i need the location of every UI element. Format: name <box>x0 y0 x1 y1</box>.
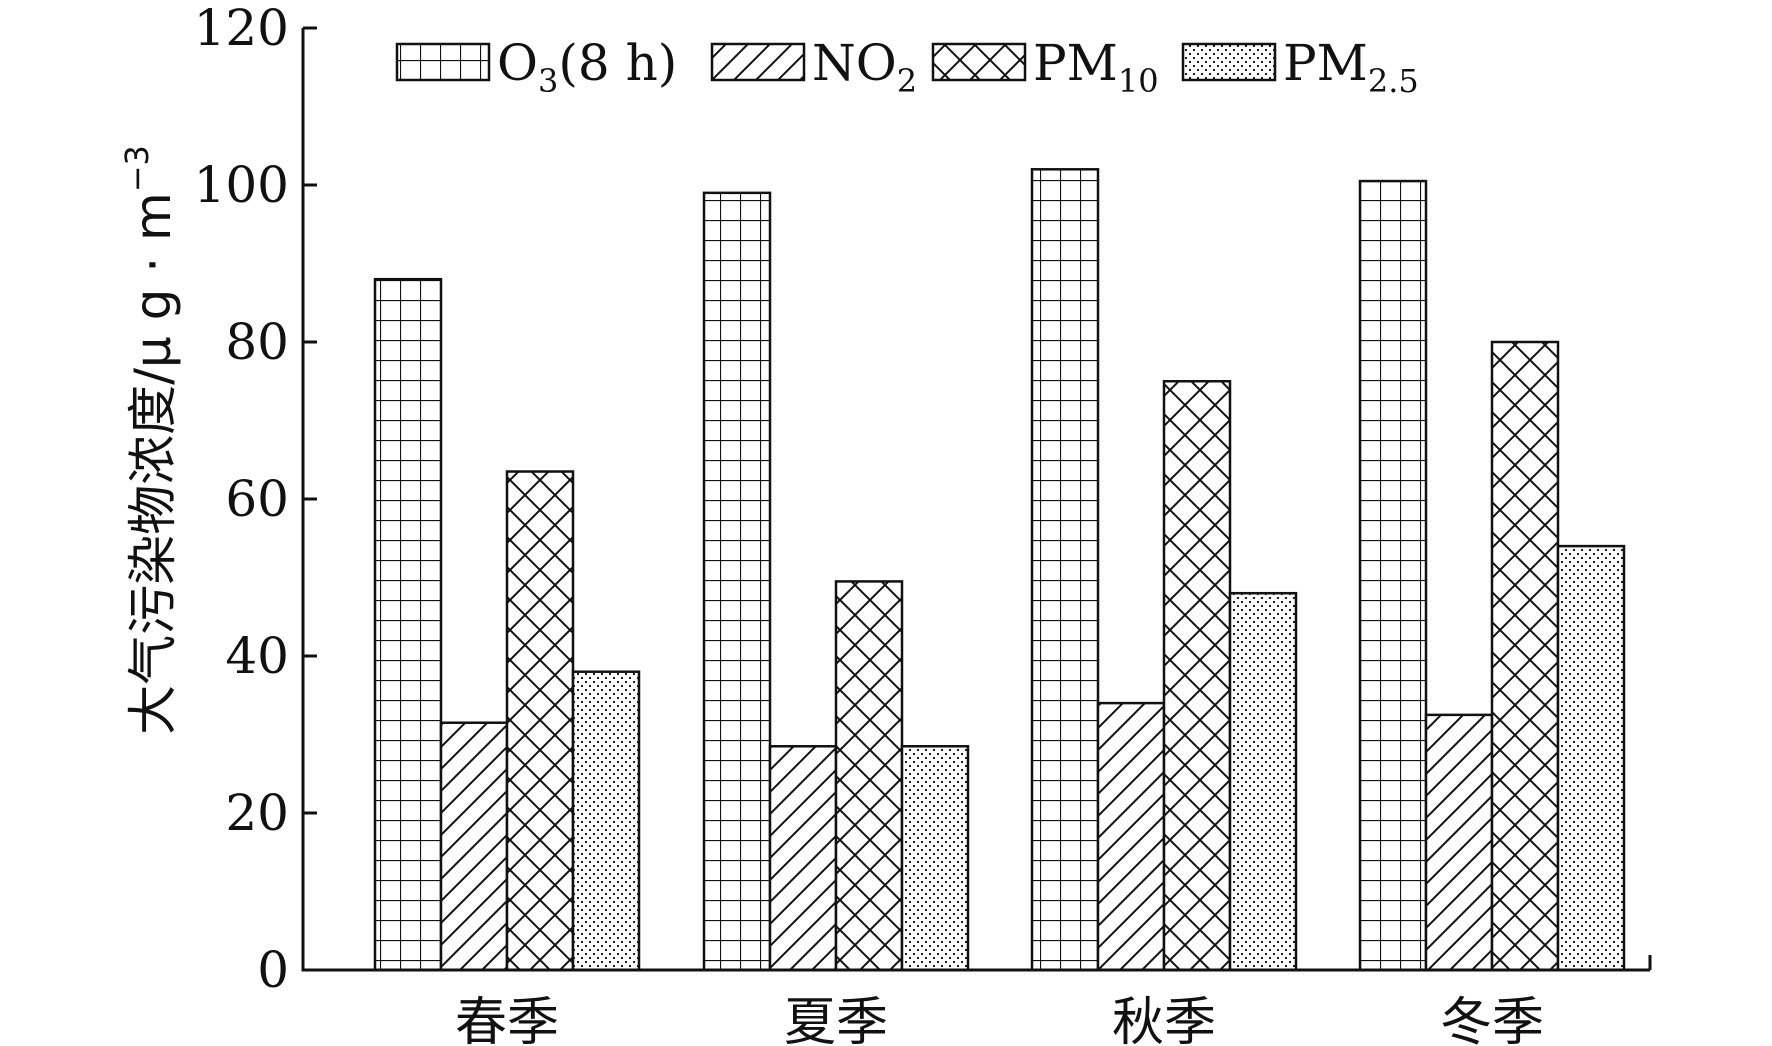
legend-label-suffix: (8 h) <box>558 34 677 92</box>
legend-label: O3(8 h) <box>497 34 677 100</box>
x-category-label: 秋季 <box>1112 993 1216 1046</box>
x-category-labels: 春季 夏季 秋季 冬季 <box>455 993 1544 1046</box>
legend-label-subscript: 2.5 <box>1368 62 1419 100</box>
legend: O3(8 h) NO2 PM10 PM2.5 <box>395 34 1419 100</box>
bar-crosshatch-3 <box>1490 340 1560 972</box>
x-category-label: 夏季 <box>784 993 888 1046</box>
legend-item-2: PM10 <box>931 34 1159 100</box>
legend-label: PM2.5 <box>1283 34 1419 100</box>
y-tick-label: 80 <box>225 313 289 371</box>
legend-swatch <box>1181 42 1277 82</box>
legend-item-1: NO2 <box>710 34 917 100</box>
bar-diagonal-0 <box>439 721 509 972</box>
y-tick-label: 20 <box>225 784 289 842</box>
y-axis-title-text: 大气污染物浓度/μ g · m <box>124 192 182 735</box>
legend-label-main: O <box>497 34 538 92</box>
bar-diagonal-2 <box>1096 701 1166 972</box>
legend-label-main: PM <box>1033 34 1118 92</box>
legend-item-0: O3(8 h) <box>395 34 677 100</box>
bar-group-1 <box>702 191 970 972</box>
y-axis-title-group: 大气污染物浓度/μ g · m−3 <box>118 145 182 735</box>
y-tick-label: 60 <box>225 470 289 528</box>
x-category-label: 春季 <box>455 993 559 1046</box>
axes: 0 20 40 60 80 100 120 春季 夏季 秋季 冬季 <box>194 0 1652 1046</box>
legend-label-subscript: 3 <box>538 62 558 100</box>
x-category-label: 冬季 <box>1440 993 1544 1046</box>
y-axis-title: 大气污染物浓度/μ g · m−3 <box>118 145 182 735</box>
y-ticks: 0 20 40 60 80 100 120 <box>194 0 317 999</box>
y-tick-label: 0 <box>257 941 289 999</box>
legend-label-subscript: 10 <box>1118 62 1159 100</box>
bar-crosshatch-2 <box>1162 380 1232 972</box>
legend-item-3: PM2.5 <box>1181 34 1419 100</box>
legend-swatch <box>395 42 491 82</box>
bar-grid-0 <box>373 277 443 972</box>
y-tick-label: 120 <box>194 0 289 57</box>
bar-crosshatch-0 <box>505 470 575 972</box>
bar-dots-2 <box>1228 591 1298 972</box>
bar-diagonal-1 <box>768 745 838 972</box>
legend-swatch <box>710 42 806 82</box>
bar-group-0 <box>373 277 641 972</box>
legend-swatch <box>931 42 1027 82</box>
bar-dots-1 <box>900 745 970 972</box>
bar-grid-3 <box>1358 179 1428 972</box>
legend-label-subscript: 2 <box>897 62 917 100</box>
bar-group-2 <box>1030 168 1298 972</box>
bar-grid-1 <box>702 191 772 972</box>
bar-crosshatch-1 <box>834 580 904 972</box>
legend-label: PM10 <box>1033 34 1159 100</box>
legend-label-main: PM <box>1283 34 1368 92</box>
bar-group-3 <box>1358 179 1626 972</box>
legend-label-main: NO <box>812 34 897 92</box>
bar-diagonal-3 <box>1424 713 1494 972</box>
legend-label: NO2 <box>812 34 917 100</box>
bar-grid-2 <box>1030 168 1100 972</box>
y-tick-label: 40 <box>225 627 289 685</box>
bar-dots-3 <box>1556 544 1626 972</box>
bars-layer <box>373 168 1626 972</box>
y-tick-label: 100 <box>194 156 289 214</box>
bar-dots-0 <box>571 670 641 972</box>
y-axis-title-superscript: −3 <box>118 145 156 192</box>
